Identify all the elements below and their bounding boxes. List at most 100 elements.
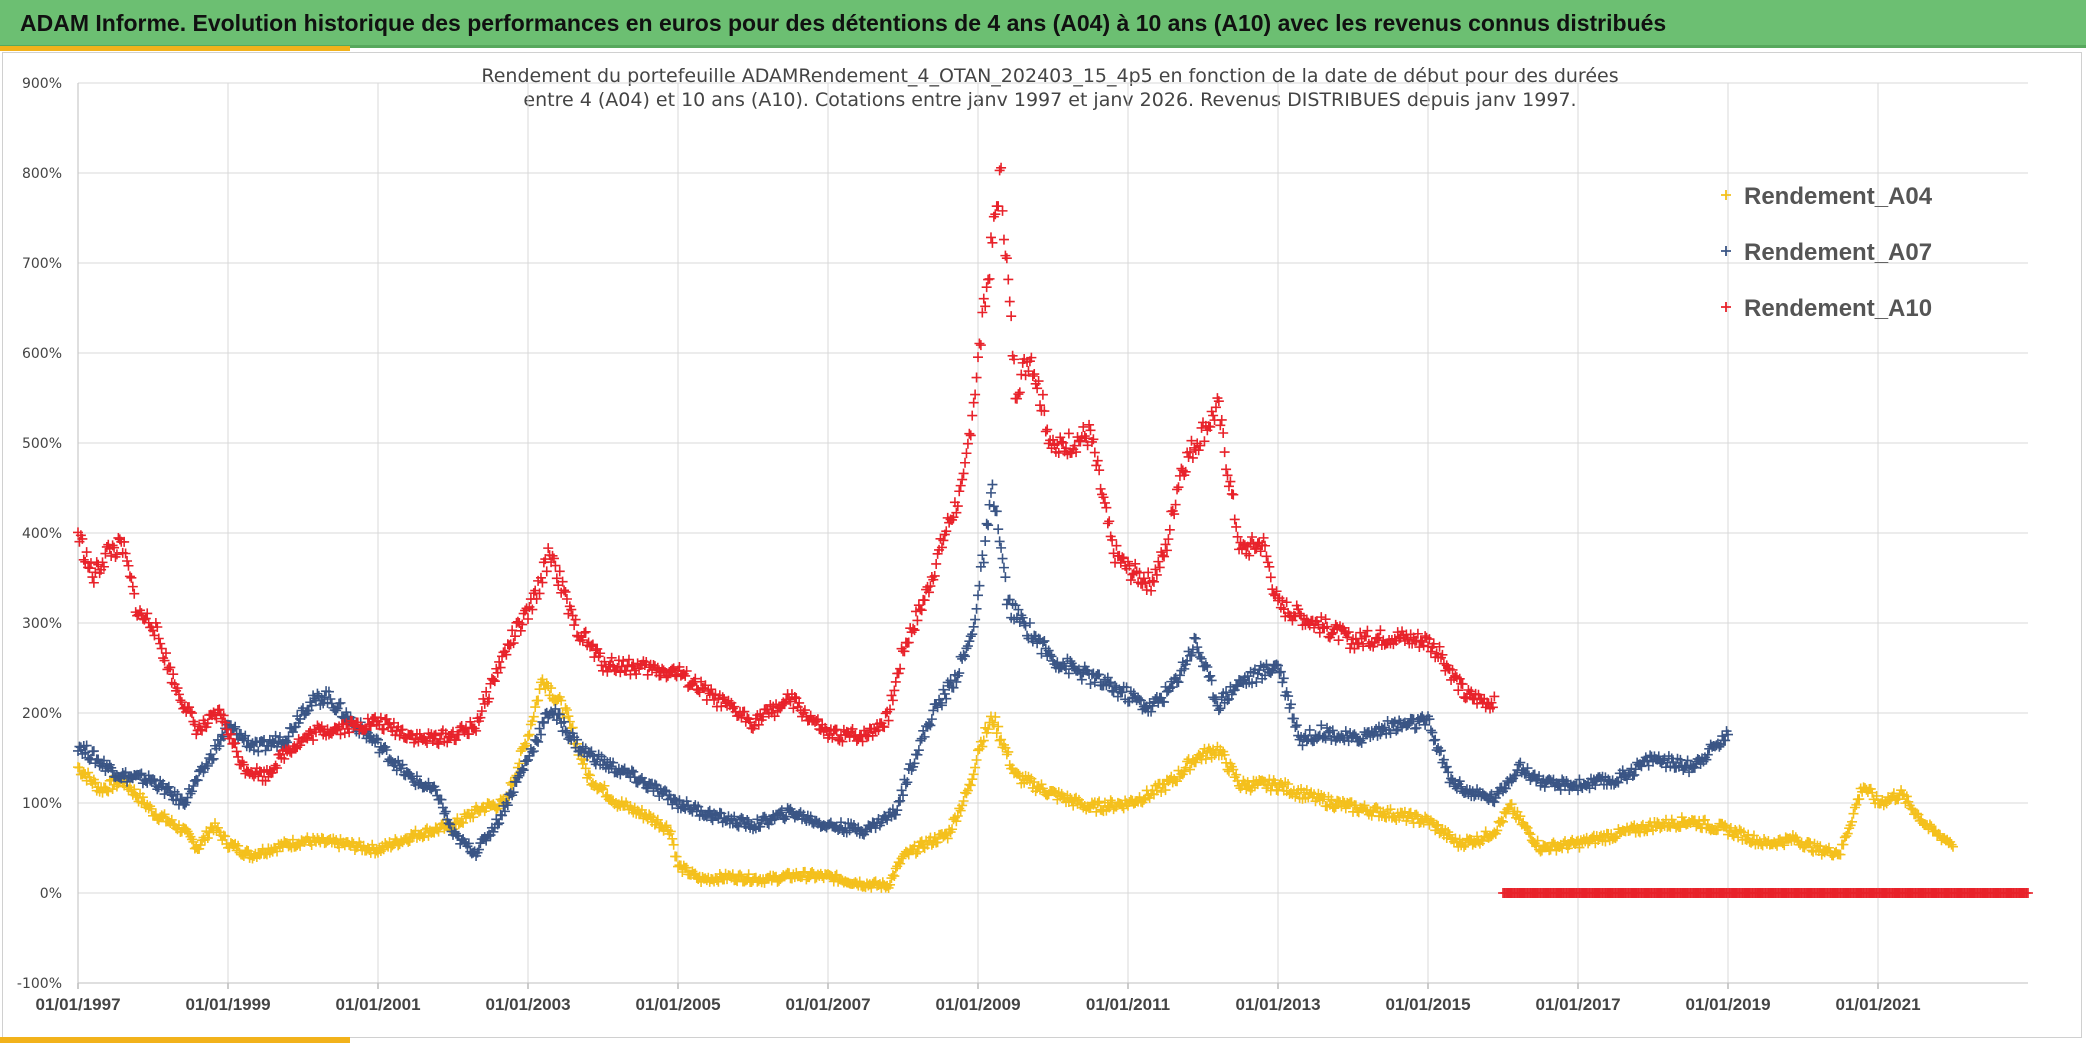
marker-rendement-a07 [775,807,786,818]
marker-rendement-a10 [1228,489,1239,500]
marker-rendement-a10 [378,724,389,735]
marker-rendement-a07 [1323,727,1334,738]
marker-rendement-a10 [220,717,231,728]
marker-rendement-a07 [501,797,512,808]
marker-rendement-a07 [283,731,294,742]
marker-rendement-a07 [1200,660,1211,671]
marker-rendement-a07 [473,844,484,855]
marker-rendement-a04 [1329,803,1340,814]
marker-rendement-a04 [520,738,531,749]
marker-rendement-a04 [994,735,1005,746]
marker-rendement-a04 [1743,829,1754,840]
marker-rendement-a10 [931,558,942,569]
marker-rendement-a07 [1065,656,1076,667]
marker-rendement-a10 [548,553,559,564]
marker-rendement-a04 [885,879,896,890]
marker-rendement-a04 [967,774,978,785]
marker-rendement-a04 [367,839,378,850]
marker-rendement-a07 [913,745,924,756]
y-tick-label: 400% [22,526,62,542]
marker-rendement-a07 [926,714,937,725]
marker-rendement-a07 [1196,653,1207,664]
marker-rendement-a10 [661,672,672,683]
marker-rendement-a04 [523,731,533,742]
marker-rendement-a07 [997,553,1008,564]
marker-rendement-a07 [371,733,382,744]
marker-rendement-a04 [1151,785,1162,796]
marker-rendement-a04 [1720,820,1731,831]
marker-rendement-a07 [954,668,965,679]
marker-rendement-a10 [97,557,108,568]
marker-rendement-a10 [267,767,278,778]
marker-rendement-a10 [98,561,109,572]
marker-rendement-a07 [1215,703,1226,714]
marker-rendement-a07 [736,812,747,823]
marker-rendement-a07 [696,805,707,816]
marker-rendement-a07 [1275,666,1286,677]
marker-rendement-a04 [1691,821,1702,832]
marker-rendement-a10 [1101,502,1112,513]
marker-rendement-a07 [1430,734,1441,745]
marker-rendement-a07 [1290,721,1301,732]
marker-rendement-a04 [560,703,571,714]
marker-rendement-a07 [1247,678,1258,689]
marker-rendement-a10 [85,558,96,569]
marker-rendement-a07 [1016,610,1027,621]
marker-rendement-a04 [1652,817,1663,828]
y-tick-label: 300% [22,616,62,632]
marker-rendement-a07 [974,580,985,591]
marker-rendement-a10 [450,735,461,746]
marker-rendement-a10 [603,661,614,672]
marker-rendement-a07 [537,716,548,727]
marker-rendement-a07 [936,700,947,711]
legend-marker [1721,246,1731,256]
marker-rendement-a10 [230,738,241,749]
marker-rendement-a04 [735,869,746,880]
marker-rendement-a10 [535,572,546,583]
marker-rendement-a10 [566,604,577,615]
marker-rendement-a10 [687,678,698,689]
marker-rendement-a04 [533,695,544,706]
marker-rendement-a07 [1146,706,1157,717]
marker-rendement-a04 [561,704,572,715]
marker-rendement-a10 [316,721,327,732]
marker-rendement-a07 [759,811,770,822]
marker-rendement-a07 [430,784,441,795]
marker-rendement-a04 [74,762,85,773]
marker-rendement-a04 [1946,839,1957,850]
marker-rendement-a07 [1438,754,1449,765]
marker-rendement-a10 [1183,451,1194,462]
marker-rendement-a07 [1340,726,1351,737]
marker-rendement-a04 [1156,786,1167,797]
marker-rendement-a10 [344,727,355,738]
marker-rendement-a10 [970,389,981,400]
marker-rendement-a07 [518,765,529,776]
marker-rendement-a04 [1906,803,1917,814]
marker-rendement-a10 [184,702,195,713]
marker-rendement-a04 [580,763,591,774]
marker-rendement-a10 [1037,389,1048,400]
marker-rendement-a07 [306,700,317,711]
marker-rendement-a07 [1428,735,1439,746]
y-tick-label: 500% [22,436,62,452]
marker-rendement-a10 [78,554,89,565]
marker-rendement-a10 [195,724,206,735]
marker-rendement-a10 [302,733,313,744]
y-tick-label: 700% [22,256,62,272]
marker-rendement-a10 [106,550,117,561]
marker-rendement-a07 [1024,618,1035,629]
marker-rendement-a07 [958,649,969,660]
marker-rendement-a07 [511,777,522,788]
marker-rendement-a10 [495,662,506,673]
marker-rendement-a07 [805,811,816,822]
marker-rendement-a04 [158,811,169,822]
marker-rendement-a10 [1003,274,1014,285]
marker-rendement-a10 [958,468,969,479]
marker-rendement-a07 [214,741,225,752]
marker-rendement-a04 [1738,827,1749,838]
chart-title-line-1: Rendement du portefeuille ADAMRendement_… [481,65,1618,87]
marker-rendement-a10 [618,656,629,667]
marker-rendement-a10 [1229,514,1240,525]
marker-rendement-a07 [919,731,930,742]
marker-rendement-a10 [893,668,904,679]
